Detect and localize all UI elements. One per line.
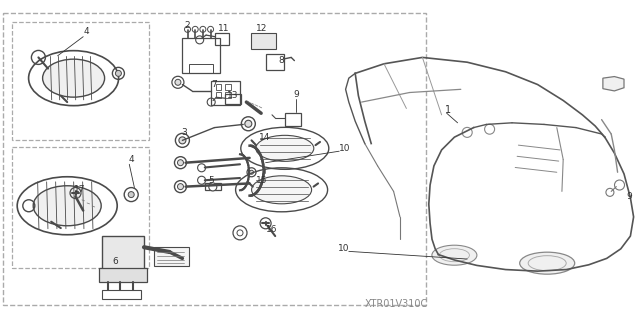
Text: 1: 1 xyxy=(445,105,451,115)
Ellipse shape xyxy=(520,252,575,274)
Text: 11: 11 xyxy=(218,24,229,33)
Text: XTR01V310C: XTR01V310C xyxy=(365,299,428,309)
Ellipse shape xyxy=(43,59,104,97)
Ellipse shape xyxy=(256,135,314,161)
Polygon shape xyxy=(99,268,147,282)
Text: 4: 4 xyxy=(84,27,89,36)
Text: 3: 3 xyxy=(181,128,187,137)
Text: 15: 15 xyxy=(256,176,268,185)
Text: 2: 2 xyxy=(184,21,190,30)
Ellipse shape xyxy=(252,176,312,204)
Text: 10: 10 xyxy=(339,144,351,153)
Text: 10: 10 xyxy=(338,244,349,253)
Text: 14: 14 xyxy=(259,133,271,142)
Circle shape xyxy=(175,79,181,85)
Text: 8: 8 xyxy=(278,56,284,65)
Text: 17: 17 xyxy=(74,185,85,194)
Text: 9: 9 xyxy=(293,90,299,99)
Text: 6: 6 xyxy=(112,257,118,266)
Circle shape xyxy=(192,26,198,32)
Polygon shape xyxy=(154,247,189,266)
Text: 5: 5 xyxy=(208,176,214,185)
Ellipse shape xyxy=(33,186,101,226)
Polygon shape xyxy=(102,236,144,273)
Circle shape xyxy=(209,183,217,191)
Text: 12: 12 xyxy=(256,24,268,33)
Circle shape xyxy=(177,184,184,189)
Circle shape xyxy=(177,160,184,166)
Circle shape xyxy=(115,70,122,76)
Text: 4: 4 xyxy=(129,155,134,164)
Polygon shape xyxy=(603,77,624,91)
Text: 16: 16 xyxy=(266,225,277,234)
Circle shape xyxy=(179,137,186,144)
Ellipse shape xyxy=(432,245,477,265)
Circle shape xyxy=(250,170,253,174)
Circle shape xyxy=(200,26,206,32)
Polygon shape xyxy=(251,33,276,49)
Circle shape xyxy=(207,26,214,32)
Text: 9: 9 xyxy=(626,192,632,201)
Text: 7: 7 xyxy=(211,80,217,89)
Text: 13: 13 xyxy=(227,91,239,100)
Circle shape xyxy=(245,120,252,127)
Circle shape xyxy=(184,26,191,32)
Circle shape xyxy=(128,192,134,197)
Circle shape xyxy=(237,230,243,236)
